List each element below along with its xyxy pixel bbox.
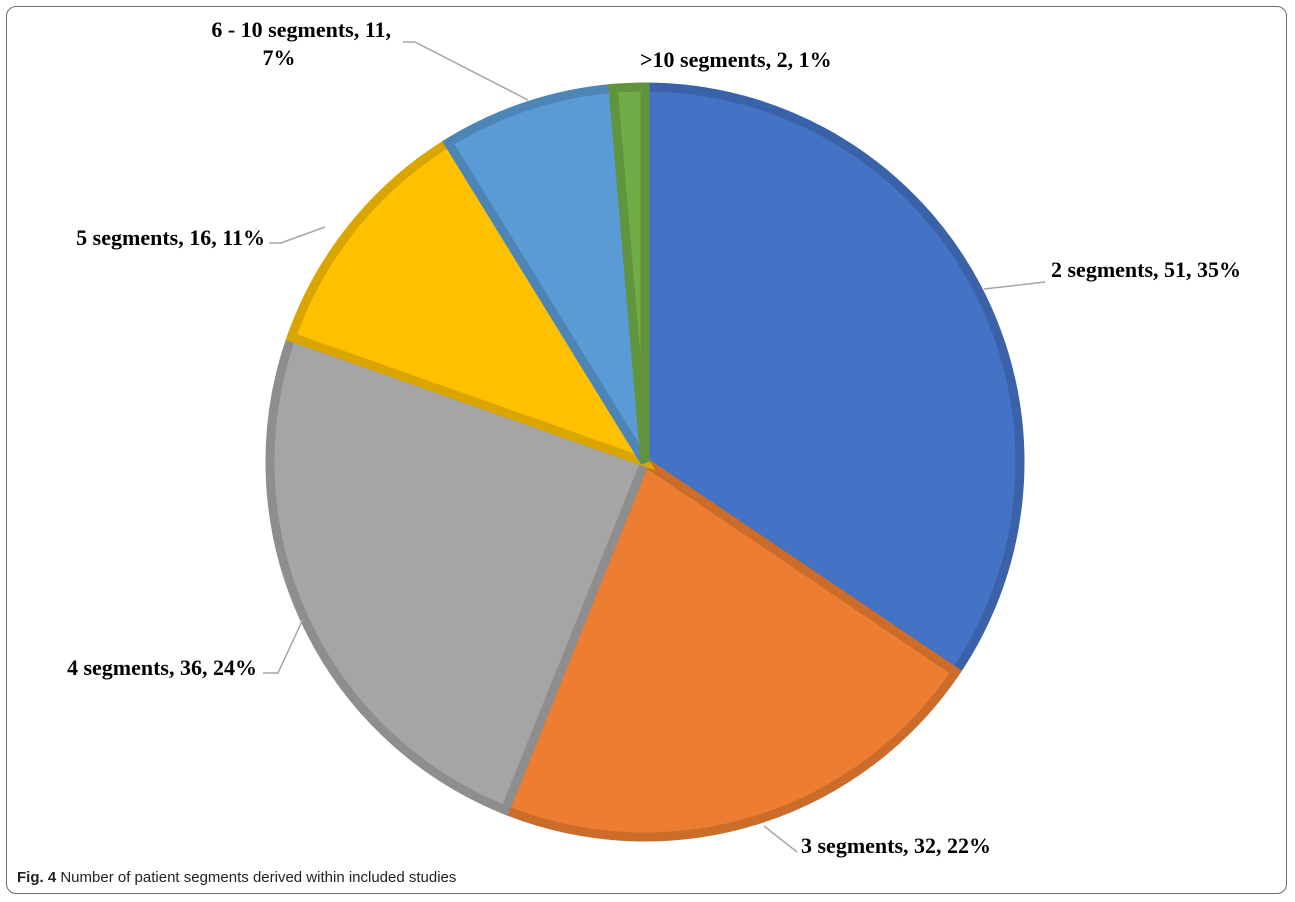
- pie-slice-4-segments: [265, 331, 651, 816]
- slice-label-6-10-segments: 6 - 10 segments, 11, 7%: [211, 17, 391, 70]
- pie-slice-10-segments: [608, 82, 650, 463]
- pie-chart: 2 segments, 51, 35% 3 segments, 32, 22% 4 …: [67, 17, 1241, 858]
- leader-line-3-segments: [763, 825, 798, 853]
- slice-label-10-segments: >10 segments, 2, 1%: [640, 47, 832, 72]
- pie-slices: [265, 82, 1025, 842]
- pie-slice-2-segments: [640, 82, 1025, 679]
- caption-text: Number of patient segments derived withi…: [60, 869, 457, 886]
- pie-slice-3-segments: [499, 455, 962, 842]
- slice-label-4-segments: 4 segments, 36, 24%: [67, 655, 257, 680]
- leader-lines: [263, 41, 1046, 853]
- leader-line-6-10-segments: [403, 41, 529, 101]
- slice-label-3-segments: 3 segments, 32, 22%: [801, 833, 991, 858]
- pie-slice-5-segments: [285, 136, 656, 471]
- slice-label-2-segments: 2 segments, 51, 35%: [1051, 257, 1241, 282]
- slice-labels: 2 segments, 51, 35% 3 segments, 32, 22% 4 …: [67, 17, 1241, 858]
- pie-slice-6-10-segments: [442, 83, 650, 465]
- caption-label: Fig. 4: [17, 869, 57, 886]
- leader-line-2-segments: [983, 281, 1046, 290]
- slice-label-5-segments: 5 segments, 16, 11%: [76, 225, 265, 250]
- figure-frame: 2 segments, 51, 35% 3 segments, 32, 22% 4 …: [6, 6, 1287, 894]
- leader-line-5-segments: [269, 226, 326, 244]
- leader-line-4-segments: [263, 618, 304, 674]
- figure-caption: Fig. 4 Number of patient segments derive…: [17, 869, 456, 886]
